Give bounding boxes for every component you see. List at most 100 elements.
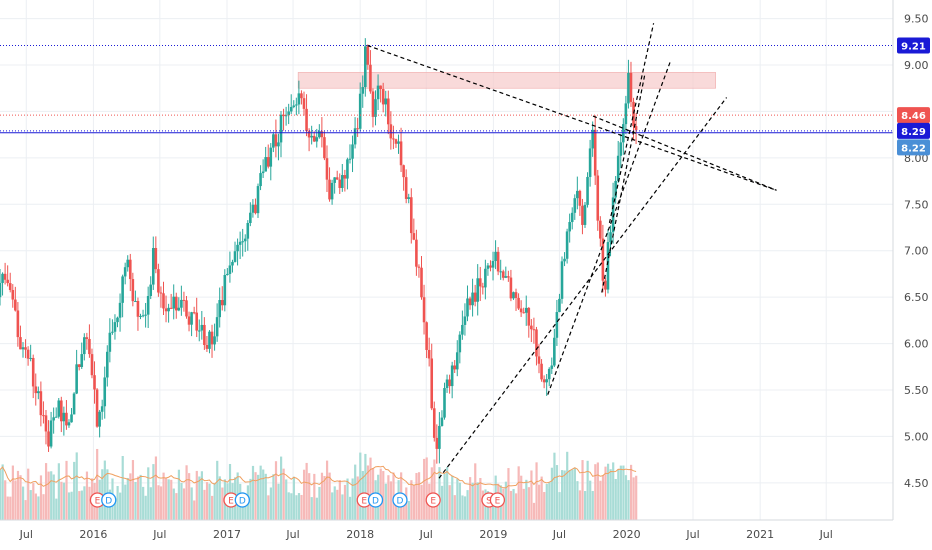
candle-body	[591, 129, 594, 149]
volume-bar	[24, 500, 27, 520]
volume-bar	[402, 493, 405, 520]
trendline[interactable]	[547, 60, 672, 395]
event-marker[interactable]: E	[489, 492, 506, 508]
candle-body	[16, 310, 20, 338]
volume-bar	[515, 493, 518, 520]
candle-body	[545, 379, 548, 383]
volume-bar	[126, 477, 129, 520]
volume-bar	[32, 483, 35, 520]
candle-body	[425, 322, 428, 350]
trendline[interactable]	[592, 115, 777, 191]
volume-bar	[420, 484, 423, 520]
candle-body	[249, 212, 252, 223]
candle-body	[450, 365, 454, 387]
candle-body	[256, 186, 260, 214]
volume-bar	[471, 482, 474, 520]
event-marker[interactable]: D	[234, 492, 250, 508]
horizontal-levels[interactable]	[0, 45, 893, 134]
trendline[interactable]	[601, 74, 646, 293]
y-tick-label: 7.00	[904, 245, 929, 258]
candle-body	[123, 267, 127, 277]
candle-body	[128, 259, 132, 280]
candle-body	[553, 337, 556, 366]
candle-body	[266, 157, 270, 167]
price-badge-label: 9.21	[901, 42, 926, 53]
time-axis[interactable]: Jul 2016 Jul 2017 Jul 2018 Jul 2019 Jul 2020 Jul 20…	[19, 528, 833, 541]
candle-body	[330, 182, 334, 200]
candle-body	[3, 273, 7, 280]
candle-body	[103, 377, 107, 407]
candle-body	[100, 406, 104, 412]
event-circle[interactable]	[425, 492, 441, 508]
candle-body	[98, 411, 101, 427]
event-circle[interactable]	[489, 492, 506, 508]
volume-bar	[44, 463, 48, 520]
event-label: D	[239, 497, 246, 507]
event-circle[interactable]	[392, 492, 408, 508]
volume-bar	[479, 477, 482, 520]
candle-body	[218, 300, 221, 318]
candle-body	[277, 142, 280, 147]
volume-bar	[589, 480, 592, 520]
event-circle[interactable]	[101, 492, 117, 508]
volume-bar	[251, 465, 255, 520]
volume-bar	[302, 469, 306, 520]
volume-bar	[116, 485, 119, 520]
event-marker[interactable]: E	[89, 492, 106, 508]
volume-bar	[142, 486, 145, 520]
candle-body	[343, 175, 347, 179]
candle-body	[272, 134, 275, 148]
volume-bar	[1, 464, 4, 520]
x-tick-label: Jul	[285, 528, 299, 541]
volume-bar	[433, 459, 436, 520]
volume-bar	[629, 464, 633, 520]
volume-bar	[203, 489, 206, 520]
candle-body	[519, 308, 523, 313]
candle-body	[164, 308, 168, 312]
volume-bar	[410, 480, 413, 520]
candle-body	[466, 298, 469, 317]
candle-body	[364, 46, 367, 88]
candle-body	[65, 412, 68, 426]
trendlines[interactable]	[367, 23, 777, 479]
trendline[interactable]	[367, 44, 777, 191]
candle-body	[473, 292, 477, 302]
event-circle[interactable]	[367, 492, 384, 508]
event-marker[interactable]: E	[425, 492, 441, 508]
volume-bar	[451, 475, 454, 520]
event-marker[interactable]: D	[392, 492, 408, 508]
candle-body	[386, 98, 390, 125]
candle-body	[371, 91, 375, 117]
volume-bar	[617, 469, 620, 520]
candle-body	[627, 72, 630, 104]
x-tick-label: Jul	[819, 528, 833, 541]
volume-bar	[221, 487, 224, 520]
event-circle[interactable]	[234, 492, 250, 508]
volume-bar	[504, 481, 508, 520]
candle-body	[236, 244, 239, 252]
candle-body	[435, 437, 439, 449]
trendline[interactable]	[438, 97, 728, 479]
volume-bar	[476, 482, 479, 520]
volume-bar	[520, 475, 523, 520]
volume-bar	[85, 471, 89, 520]
resistance-zone-box[interactable]	[297, 72, 716, 89]
candle-body	[121, 276, 124, 303]
event-marker[interactable]: D	[367, 492, 384, 508]
volume-bar	[162, 472, 165, 520]
trendline[interactable]	[608, 23, 655, 223]
price-badge-label: 8.22	[901, 143, 926, 154]
volume-bar	[612, 462, 615, 520]
event-marker[interactable]: D	[101, 492, 117, 508]
volume-bar	[55, 498, 58, 520]
price-badge	[897, 122, 930, 139]
volume-bar	[545, 484, 548, 520]
volume-bar	[19, 475, 22, 520]
volume-bar	[62, 482, 66, 520]
volume-bar	[139, 474, 142, 520]
volume-bar	[34, 493, 37, 520]
candle-body	[31, 357, 35, 387]
candle-body	[555, 312, 559, 338]
